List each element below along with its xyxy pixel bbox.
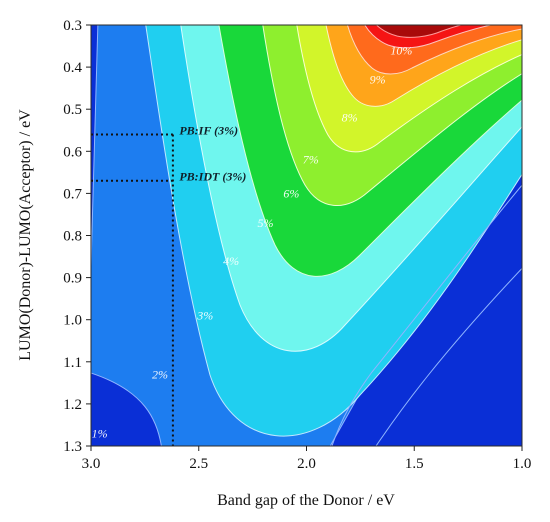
contour-label: 9% — [370, 73, 386, 87]
y-tick-label: 0.7 — [63, 186, 82, 202]
contour-label: 8% — [342, 111, 358, 125]
y-tick-label: 1.3 — [63, 439, 82, 455]
y-tick-label: 0.4 — [63, 60, 82, 76]
contour-label: 3% — [196, 308, 213, 322]
contour-edge-low-2 — [375, 267, 522, 446]
x-axis-title: Band gap of the Donor / eV — [217, 492, 395, 509]
y-axis-title: LUMO(Donor)-LUMO(Acceptor) / eV — [17, 109, 34, 361]
y-axis: 0.3 0.4 0.5 0.6 0.7 0.8 0.9 1.0 1.1 1.2 1.3 — [63, 18, 91, 455]
y-tick-label: 0.6 — [63, 144, 82, 160]
contour-label: 10% — [390, 43, 412, 57]
contour-labels: 1% 2% 3% 4% 5% 6% 7% 8% 9% 10% — [92, 43, 413, 440]
contour-bands — [91, 25, 522, 446]
contour-label: 5% — [258, 216, 274, 230]
y-tick-label: 1.1 — [63, 355, 82, 371]
y-tick-label: 1.0 — [63, 313, 82, 329]
annotations: PB:IF (3%) PB:IDT (3%) — [91, 123, 246, 446]
y-tick-label: 0.5 — [63, 102, 82, 118]
contour-band-10 — [375, 25, 463, 38]
contour-label: 1% — [92, 426, 108, 440]
x-tick-label: 3.0 — [82, 456, 101, 472]
contour-label: 7% — [303, 153, 319, 167]
y-tick-label: 0.3 — [63, 18, 82, 34]
annotation-label: PB:IDT (3%) — [179, 170, 246, 184]
x-tick-label: 1.5 — [405, 456, 424, 472]
y-tick-label: 0.8 — [63, 229, 82, 245]
contour-label: 2% — [152, 367, 168, 381]
x-tick-label: 2.0 — [297, 456, 316, 472]
contour-label: 4% — [223, 254, 239, 268]
y-tick-label: 0.9 — [63, 271, 82, 287]
x-tick-label: 1.0 — [513, 456, 532, 472]
x-axis: 3.0 2.5 2.0 1.5 1.0 — [82, 446, 532, 472]
contour-label: 6% — [283, 186, 299, 200]
contour-edge-low — [331, 184, 522, 446]
x-tick-label: 2.5 — [189, 456, 208, 472]
y-tick-label: 1.2 — [63, 397, 82, 413]
annotation-label: PB:IF (3%) — [179, 123, 238, 137]
